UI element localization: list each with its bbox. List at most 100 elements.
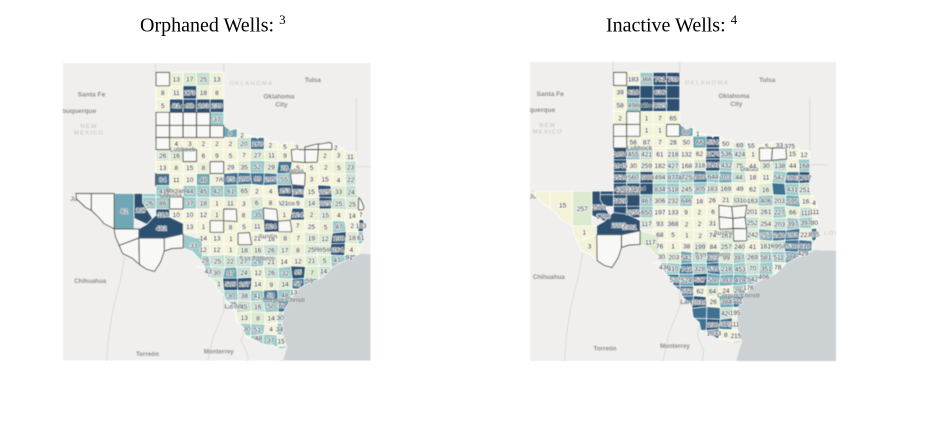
svg-text:25: 25 <box>230 301 238 308</box>
svg-text:Houston: Houston <box>769 243 794 250</box>
svg-text:13: 13 <box>159 165 167 172</box>
svg-text:10: 10 <box>173 212 181 219</box>
svg-text:7: 7 <box>658 140 662 147</box>
svg-text:8: 8 <box>256 316 260 323</box>
svg-text:MEXICO: MEXICO <box>74 131 104 137</box>
svg-text:6: 6 <box>202 153 206 160</box>
svg-text:368: 368 <box>668 221 679 228</box>
svg-text:29: 29 <box>227 165 235 172</box>
svg-text:9: 9 <box>283 153 287 160</box>
svg-text:107: 107 <box>239 281 250 288</box>
svg-text:116: 116 <box>158 212 169 219</box>
svg-text:51: 51 <box>254 327 262 334</box>
svg-text:366: 366 <box>641 76 652 83</box>
svg-text:13: 13 <box>213 236 221 243</box>
svg-text:16: 16 <box>762 187 770 194</box>
svg-text:17: 17 <box>186 77 194 84</box>
svg-text:1349: 1349 <box>626 186 641 193</box>
svg-text:1: 1 <box>658 128 662 135</box>
svg-text:3: 3 <box>588 244 592 251</box>
svg-text:11: 11 <box>268 153 275 160</box>
svg-text:225: 225 <box>320 200 331 207</box>
svg-text:650: 650 <box>641 209 652 216</box>
svg-text:560: 560 <box>628 175 639 182</box>
svg-text:12: 12 <box>200 212 208 219</box>
svg-text:16: 16 <box>254 304 262 311</box>
svg-text:29: 29 <box>254 259 262 266</box>
svg-text:2: 2 <box>618 115 622 122</box>
svg-text:2: 2 <box>240 132 244 139</box>
svg-text:MEXICO: MEXICO <box>533 129 563 135</box>
svg-text:52: 52 <box>254 164 262 171</box>
svg-text:4: 4 <box>350 247 354 254</box>
svg-text:1: 1 <box>645 128 649 135</box>
svg-text:75: 75 <box>227 176 235 183</box>
svg-text:59: 59 <box>306 278 314 285</box>
svg-text:26: 26 <box>146 201 154 208</box>
svg-text:283: 283 <box>787 232 798 239</box>
svg-text:14: 14 <box>308 201 316 208</box>
svg-text:530: 530 <box>786 243 797 250</box>
svg-text:7: 7 <box>296 235 300 242</box>
svg-text:2255: 2255 <box>626 209 641 216</box>
svg-text:NEW: NEW <box>539 123 556 129</box>
svg-text:30: 30 <box>630 163 638 170</box>
svg-text:5: 5 <box>765 143 769 150</box>
svg-text:3: 3 <box>295 144 299 151</box>
svg-text:42: 42 <box>213 189 221 196</box>
svg-text:711: 711 <box>732 299 743 306</box>
svg-text:21: 21 <box>268 259 276 266</box>
svg-text:215: 215 <box>731 333 742 340</box>
svg-text:70: 70 <box>749 266 757 273</box>
svg-text:138: 138 <box>774 163 785 170</box>
svg-text:176: 176 <box>743 285 754 292</box>
svg-text:251: 251 <box>799 187 810 194</box>
svg-text:550: 550 <box>682 288 693 295</box>
svg-text:15: 15 <box>277 339 285 346</box>
svg-text:43: 43 <box>205 268 213 275</box>
svg-text:47: 47 <box>333 257 341 264</box>
svg-text:390: 390 <box>787 175 798 182</box>
svg-text:1: 1 <box>215 212 219 219</box>
svg-text:21: 21 <box>281 200 289 207</box>
svg-text:494: 494 <box>654 175 665 182</box>
svg-text:44: 44 <box>735 175 743 182</box>
svg-text:8: 8 <box>202 165 206 172</box>
svg-text:12: 12 <box>254 270 262 277</box>
svg-text:15: 15 <box>321 177 329 184</box>
svg-text:2: 2 <box>324 165 328 172</box>
svg-text:406: 406 <box>758 274 769 281</box>
svg-text:7: 7 <box>296 223 300 230</box>
svg-text:130: 130 <box>707 322 718 329</box>
svg-text:NEW: NEW <box>81 124 98 130</box>
svg-text:15: 15 <box>789 151 797 158</box>
svg-text:41: 41 <box>253 293 261 300</box>
svg-text:Lubbock: Lubbock <box>170 147 196 154</box>
svg-text:59: 59 <box>267 293 275 300</box>
svg-text:1: 1 <box>217 281 221 288</box>
svg-text:818: 818 <box>800 243 811 250</box>
svg-text:467: 467 <box>641 198 652 205</box>
svg-text:84: 84 <box>710 244 718 251</box>
svg-text:406: 406 <box>760 198 771 205</box>
svg-text:12: 12 <box>294 258 302 265</box>
svg-text:18: 18 <box>749 175 757 182</box>
svg-text:Laredo: Laredo <box>680 299 701 306</box>
svg-text:4: 4 <box>812 200 816 207</box>
svg-text:45: 45 <box>200 189 208 196</box>
svg-text:1128: 1128 <box>613 198 627 205</box>
svg-text:980: 980 <box>695 174 706 181</box>
svg-text:21: 21 <box>254 236 262 243</box>
svg-text:1: 1 <box>685 233 689 240</box>
svg-text:Chihuahua: Chihuahua <box>74 278 107 285</box>
svg-text:33: 33 <box>776 142 784 149</box>
svg-text:257: 257 <box>577 206 588 213</box>
svg-text:61: 61 <box>656 151 664 158</box>
svg-text:Albuquerque: Albuquerque <box>63 108 96 115</box>
svg-text:834: 834 <box>654 186 665 193</box>
svg-text:Austin: Austin <box>258 234 277 241</box>
svg-text:5: 5 <box>671 232 675 239</box>
svg-text:3: 3 <box>310 177 314 184</box>
svg-text:748: 748 <box>681 266 692 273</box>
svg-text:164: 164 <box>332 247 343 254</box>
